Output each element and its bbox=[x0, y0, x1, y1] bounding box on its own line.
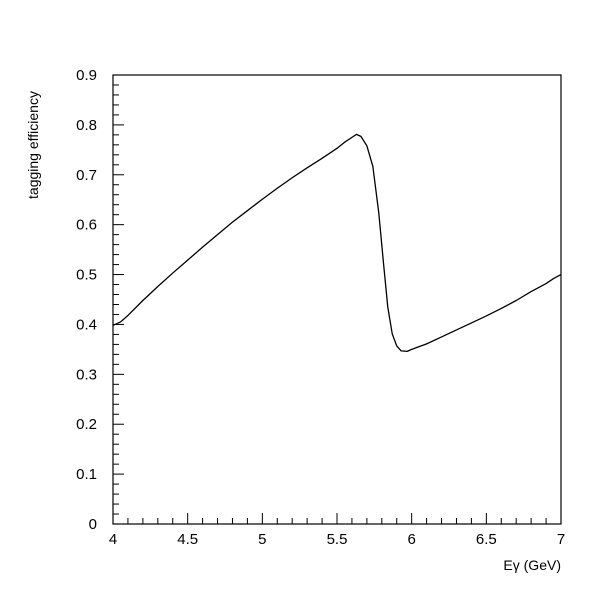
x-tick-label: 7 bbox=[557, 531, 565, 548]
x-axis-label: Eγ (GeV) bbox=[503, 557, 561, 573]
y-axis-label: tagging efficiency bbox=[25, 91, 41, 199]
y-axis-tick-labels: 0 0.1 0.2 0.3 0.4 0.5 0.6 0.7 0.8 0.9 bbox=[76, 67, 97, 533]
series-layer bbox=[112, 133, 562, 353]
y-tick-label: 0.4 bbox=[76, 316, 97, 333]
x-tick-label: 6.5 bbox=[476, 531, 497, 548]
y-tick-label: 0.6 bbox=[76, 217, 97, 234]
y-tick-label: 0.3 bbox=[76, 366, 97, 383]
plot-frame bbox=[112, 74, 562, 525]
x-tick-label: 4 bbox=[109, 531, 117, 548]
y-tick-label: 0.2 bbox=[76, 416, 97, 433]
x-axis-ticks bbox=[112, 513, 562, 524]
y-tick-label: 0.7 bbox=[76, 167, 97, 184]
y-tick-label: 0.9 bbox=[76, 67, 97, 84]
y-tick-label: 0.5 bbox=[76, 267, 97, 284]
y-tick-label: 0.1 bbox=[76, 466, 97, 483]
y-tick-label: 0.8 bbox=[76, 117, 97, 134]
x-tick-label: 5.5 bbox=[327, 531, 348, 548]
series-line-0 bbox=[112, 133, 562, 353]
x-tick-label: 5 bbox=[258, 531, 266, 548]
y-tick-label: 0 bbox=[89, 516, 97, 533]
x-tick-label: 6 bbox=[407, 531, 415, 548]
y-axis-ticks bbox=[113, 74, 124, 525]
x-axis-tick-labels: 4 4.5 5 5.5 6 6.5 7 bbox=[109, 531, 565, 548]
x-tick-label: 4.5 bbox=[177, 531, 198, 548]
